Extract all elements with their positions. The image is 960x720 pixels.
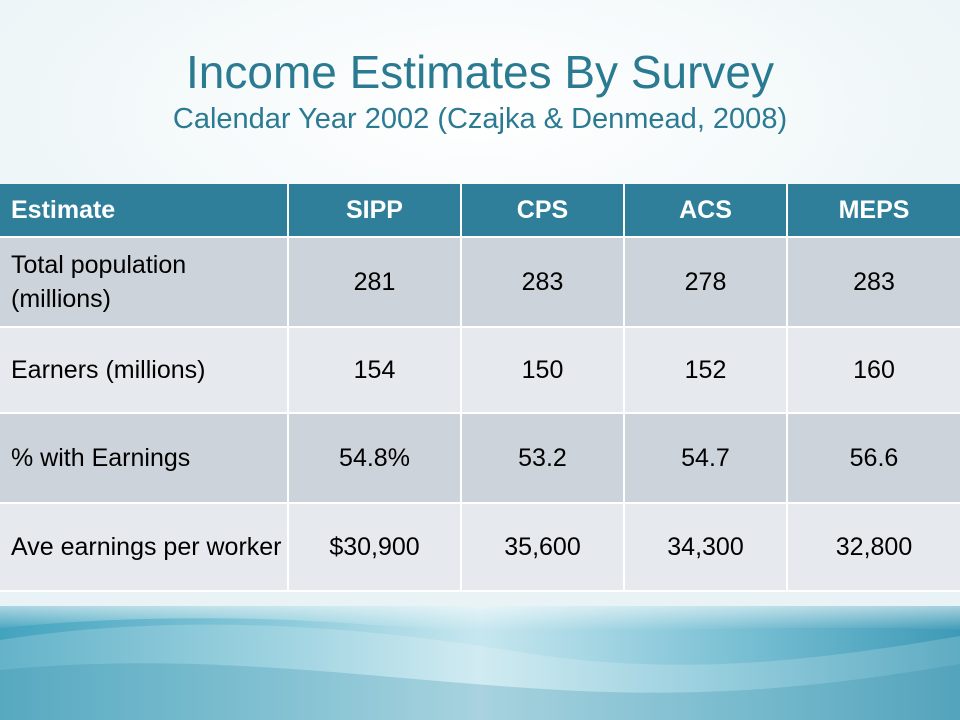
table-cell: 54.7	[624, 413, 788, 504]
column-header-acs: ACS	[624, 184, 788, 238]
table-cell: 56.6	[787, 413, 960, 504]
column-header-estimate: Estimate	[0, 184, 289, 238]
table-cell: 54.8%	[288, 413, 462, 504]
table-cell: 283	[787, 237, 960, 328]
row-label: Total population (millions)	[0, 237, 289, 328]
table-cell: 53.2	[461, 413, 625, 504]
table-cell: 281	[288, 237, 462, 328]
table-row: Total population (millions) 281 283 278 …	[0, 237, 960, 328]
table-cell: 34,300	[624, 503, 788, 592]
table-cell: 160	[787, 327, 960, 414]
table-cell: 283	[461, 237, 625, 328]
row-label: % with Earnings	[0, 413, 289, 504]
table-cell: 35,600	[461, 503, 625, 592]
table-row: % with Earnings 54.8% 53.2 54.7 56.6	[0, 413, 960, 504]
table-cell: 278	[624, 237, 788, 328]
table-header-row: Estimate SIPP CPS ACS MEPS	[0, 184, 960, 238]
table-row: Earners (millions) 154 150 152 160	[0, 327, 960, 414]
row-label: Earners (millions)	[0, 327, 289, 414]
table-cell: 32,800	[787, 503, 960, 592]
table-cell: 150	[461, 327, 625, 414]
row-label: Ave earnings per worker	[0, 503, 289, 592]
column-header-meps: MEPS	[787, 184, 960, 238]
page-title: Income Estimates By Survey	[186, 46, 774, 98]
table-cell: 154	[288, 327, 462, 414]
column-header-cps: CPS	[461, 184, 625, 238]
table-cell: $30,900	[288, 503, 462, 592]
income-estimates-table: Estimate SIPP CPS ACS MEPS Total populat…	[0, 184, 960, 592]
title-block: Income Estimates By Survey Calendar Year…	[0, 44, 960, 136]
page-subtitle: Calendar Year 2002 (Czajka & Denmead, 20…	[172, 103, 788, 135]
table-row: Ave earnings per worker $30,900 35,600 3…	[0, 503, 960, 592]
column-header-sipp: SIPP	[288, 184, 462, 238]
table-cell: 152	[624, 327, 788, 414]
